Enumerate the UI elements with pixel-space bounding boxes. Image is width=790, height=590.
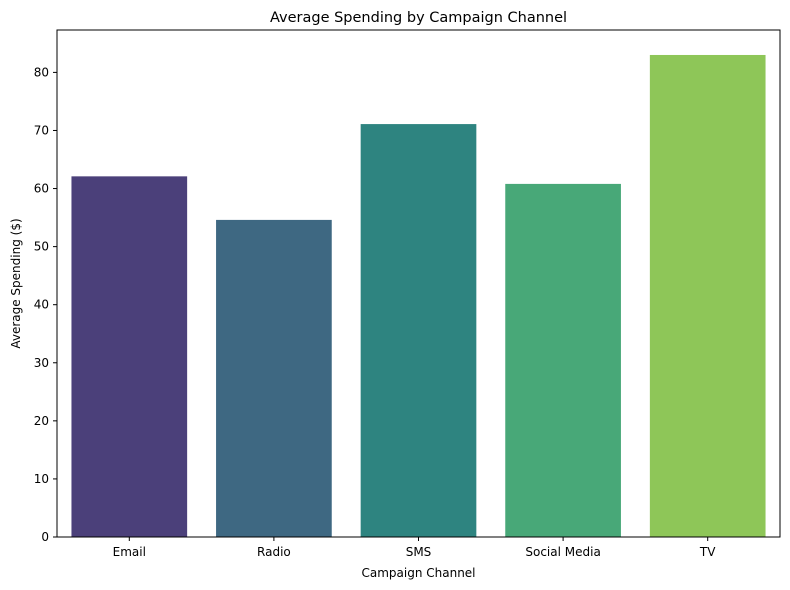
x-tick-label-tv: TV xyxy=(699,545,716,559)
y-axis-ticks: 0 10 20 30 40 50 60 70 80 xyxy=(34,65,57,544)
y-tick-label: 70 xyxy=(34,123,49,137)
y-tick-label: 0 xyxy=(41,530,49,544)
y-tick-label: 80 xyxy=(34,65,49,79)
x-tick-label-radio: Radio xyxy=(257,545,291,559)
bar-tv xyxy=(649,54,766,538)
x-tick-label-sms: SMS xyxy=(406,545,432,559)
chart-title: Average Spending by Campaign Channel xyxy=(270,10,567,26)
y-tick-label: 40 xyxy=(34,298,49,312)
bar-sms xyxy=(360,124,477,538)
y-tick-label: 10 xyxy=(34,472,49,486)
bar-radio xyxy=(216,219,332,537)
bar-social-media xyxy=(505,183,621,538)
y-tick-label: 30 xyxy=(34,356,49,370)
y-tick-label: 60 xyxy=(34,182,49,196)
x-axis-ticks: Email Radio SMS Social Media TV xyxy=(113,537,716,559)
x-tick-label-social-media: Social Media xyxy=(525,545,600,559)
y-axis-label: Average Spending ($) xyxy=(9,218,23,348)
bars-group xyxy=(71,54,766,538)
plot-frame xyxy=(56,29,781,538)
y-tick-label: 50 xyxy=(34,240,49,254)
bar-email xyxy=(71,176,188,537)
y-tick-label: 20 xyxy=(34,414,49,428)
x-tick-label-email: Email xyxy=(113,545,146,559)
x-axis-label: Campaign Channel xyxy=(361,566,475,580)
